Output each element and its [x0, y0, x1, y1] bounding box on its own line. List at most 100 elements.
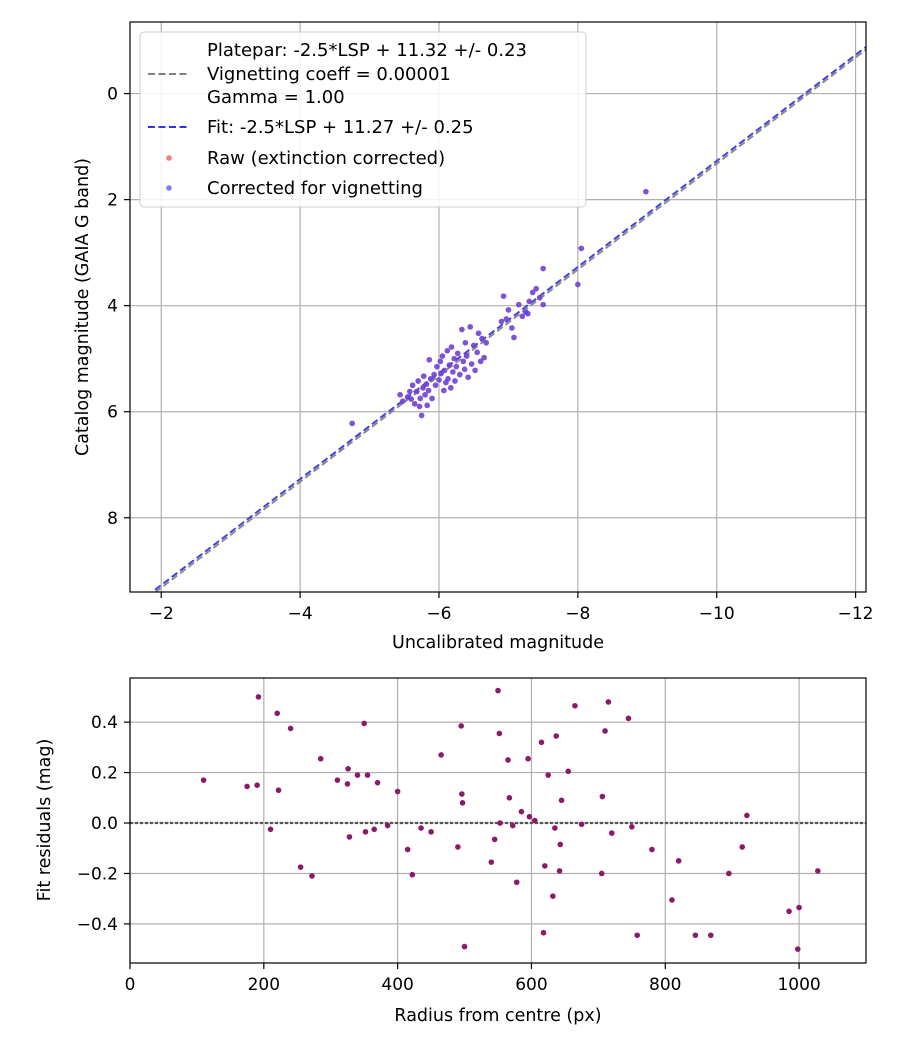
residual-point [309, 873, 315, 879]
residual-point [297, 864, 304, 870]
x-tick-label: 800 [649, 975, 681, 995]
residual-points [200, 687, 821, 952]
residual-point [625, 715, 632, 722]
residual-point [532, 817, 538, 824]
star-points [349, 188, 649, 427]
residual-point [361, 720, 367, 727]
corrected-star-point [540, 301, 546, 308]
x-tick-label: 1000 [777, 975, 820, 995]
fit-line-fit [150, 46, 866, 592]
residual-point [455, 844, 461, 850]
legend-gamma: Gamma = 1.00 [207, 87, 345, 108]
residual-point [459, 791, 465, 797]
residual-point [200, 777, 207, 783]
x-tick-label: −10 [699, 604, 735, 624]
residual-point [371, 826, 378, 833]
corrected-star-point [457, 371, 463, 378]
legend: Platepar: -2.5*LSP + 11.32 +/- 0.23 Vign… [139, 31, 587, 208]
legend-platepar: Platepar: -2.5*LSP + 11.32 +/- 0.23 [207, 40, 527, 61]
y-tick-label: 0.2 [91, 764, 118, 784]
plot-area-background [130, 678, 866, 963]
residual-point [538, 739, 545, 746]
residual-point [525, 755, 531, 762]
corrected-star-point [540, 265, 546, 272]
x-axis-ticks: 0 200 400 600 800 1000 [125, 963, 821, 995]
legend-corrected: Corrected for vignetting [207, 178, 423, 199]
corrected-star-point [509, 325, 515, 331]
corrected-star-point [424, 402, 430, 409]
corrected-star-point [444, 347, 451, 354]
corrected-star-point [536, 294, 543, 301]
corrected-star-point [643, 188, 649, 195]
corrected-star-point [415, 378, 421, 384]
x-axis-label: Uncalibrated magnitude [392, 633, 604, 653]
corrected-star-point [407, 388, 413, 395]
corrected-star-point [416, 403, 423, 410]
corrected-star-point [425, 387, 432, 394]
residual-point [796, 904, 802, 911]
corrected-star-point [423, 381, 430, 387]
residual-point [542, 863, 548, 869]
residual-point [794, 946, 801, 952]
residual-point [629, 824, 635, 830]
corrected-star-point [408, 396, 415, 402]
residual-point [404, 846, 411, 853]
residual-point [362, 829, 369, 835]
corrected-star-point [349, 420, 355, 427]
x-tick-label: 600 [515, 975, 547, 995]
fit-lines [150, 46, 866, 592]
corrected-star-point [448, 344, 455, 350]
y-tick-label: 6 [107, 403, 118, 423]
residual-point [578, 821, 585, 828]
y-tick-label: 4 [107, 297, 118, 317]
residual-point [572, 702, 578, 709]
corrected-star-point [427, 376, 434, 382]
corrected-star-point [481, 354, 487, 361]
x-tick-label: 200 [248, 975, 280, 995]
y-axis-ticks: 0 2 4 6 8 [107, 85, 130, 529]
axes-frame [129, 677, 867, 964]
legend-fit: Fit: -2.5*LSP + 11.27 +/- 0.25 [207, 117, 474, 138]
corrected-star-point [436, 377, 442, 383]
corrected-star-point [511, 334, 517, 341]
corrected-star-point [529, 289, 536, 296]
residual-point [317, 755, 324, 762]
legend-box [139, 31, 587, 208]
corrected-star-point [426, 356, 433, 363]
corrected-star-point [411, 400, 418, 407]
corrected-star-point [451, 355, 458, 362]
residual-point [565, 768, 572, 775]
corrected-star-point [477, 358, 484, 365]
corrected-star-point [533, 285, 539, 292]
x-tick-label: −4 [288, 604, 313, 624]
corrected-star-point [434, 363, 440, 370]
residual-point [255, 694, 262, 700]
corrected-star-point [505, 307, 512, 313]
residual-point [497, 820, 503, 826]
corrected-star-point [498, 318, 505, 325]
residual-point [739, 844, 746, 850]
magnitude-calibration-chart: −2 −4 −6 −8 −10 −12 0 2 4 6 8 Uncalibrated magnit… [73, 21, 874, 653]
y-tick-label: 8 [107, 509, 118, 529]
corrected-star-point [420, 373, 427, 379]
residual-point [815, 868, 821, 874]
residual-point [384, 822, 391, 829]
residual-point [518, 808, 525, 815]
corrected-star-point [470, 342, 477, 349]
corrected-star-point [409, 382, 416, 389]
corrected-star-point [460, 358, 467, 365]
corrected-star-point [439, 353, 446, 359]
residual-point [786, 908, 792, 915]
residual-point [599, 793, 606, 800]
residual-point [553, 733, 560, 739]
corrected-star-point [429, 395, 435, 402]
y-tick-label: −0.4 [77, 915, 118, 935]
residual-point [491, 836, 498, 843]
y-axis-label: Catalog magnitude (GAIA G band) [73, 158, 93, 456]
corrected-star-point [413, 388, 420, 395]
x-tick-label: −8 [565, 604, 590, 624]
corrected-star-point [400, 398, 406, 404]
residual-point [558, 797, 565, 804]
corrected-star-point [519, 313, 526, 320]
residual-point [287, 725, 294, 732]
